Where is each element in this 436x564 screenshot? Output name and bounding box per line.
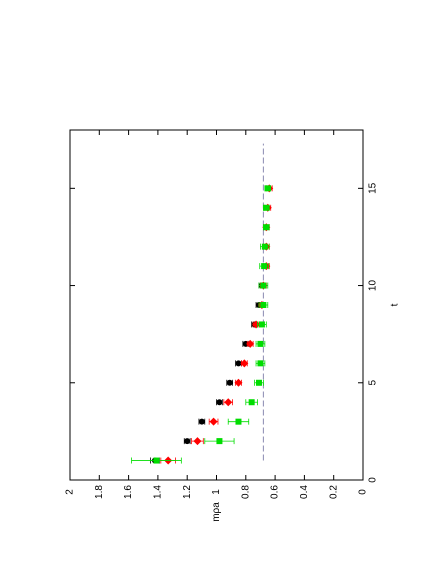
point (255, 379, 262, 386)
point (153, 457, 160, 464)
y-tick-label: 0.4 (299, 485, 310, 499)
point (226, 379, 233, 386)
y-tick-label: 1.8 (94, 485, 105, 499)
point (257, 340, 264, 347)
y-tick-label: 0 (358, 489, 369, 495)
point (263, 224, 270, 231)
y-tick-label: 1 (211, 489, 222, 495)
point (263, 204, 270, 211)
y-tick-label: 2 (65, 489, 76, 495)
point (235, 418, 242, 425)
point (248, 399, 255, 406)
point (258, 321, 265, 328)
x-tick-label: 15 (368, 182, 379, 194)
x-tick-label: 5 (368, 380, 379, 386)
point (252, 320, 261, 329)
point (216, 438, 223, 445)
point (264, 185, 271, 192)
y-tick-label: 0.2 (328, 485, 339, 499)
x-tick-label: 0 (368, 477, 379, 483)
point (193, 437, 202, 446)
point (261, 263, 268, 270)
y-tick-label: 0.6 (270, 485, 281, 499)
point (224, 398, 233, 407)
x-axis-label: t (390, 303, 401, 306)
point (257, 360, 264, 367)
y-axis-label: mρa (211, 502, 222, 522)
plot-frame (69, 129, 364, 481)
point (260, 302, 267, 308)
point (240, 359, 249, 368)
point (184, 438, 191, 445)
y-tick-label: 0.8 (240, 485, 251, 499)
point (260, 282, 267, 289)
point (235, 360, 242, 367)
point (261, 243, 268, 250)
point (246, 339, 255, 348)
point (234, 378, 243, 387)
y-tick-label: 1.6 (123, 485, 134, 499)
point (209, 417, 218, 426)
x-tick-label: 10 (368, 280, 379, 292)
y-tick-label: 1.4 (153, 485, 164, 499)
y-tick-label: 1.2 (182, 485, 193, 499)
point (198, 418, 205, 425)
point (216, 399, 223, 406)
